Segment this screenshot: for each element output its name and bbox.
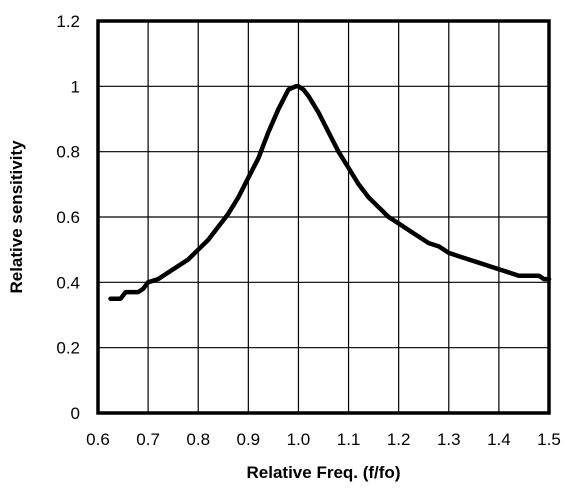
x-tick-label: 0.6 bbox=[86, 430, 110, 449]
y-tick-label: 1 bbox=[71, 77, 80, 96]
x-tick-label: 1.4 bbox=[487, 430, 511, 449]
x-tick-label: 0.9 bbox=[237, 430, 261, 449]
y-tick-label: 0.2 bbox=[56, 339, 80, 358]
sensitivity-curve bbox=[108, 84, 552, 301]
y-tick-label: 0.8 bbox=[56, 143, 80, 162]
y-tick-label: 0.4 bbox=[56, 273, 80, 292]
x-tick-label: 0.7 bbox=[136, 430, 160, 449]
x-tick-label: 1.2 bbox=[387, 430, 411, 449]
x-tick-label: 1.1 bbox=[337, 430, 361, 449]
y-tick-label: 1.2 bbox=[56, 12, 80, 31]
x-tick-labels: 0.6 0.7 0.8 0.9 1.0 1.1 1.2 1.3 1.4 1.5 bbox=[86, 430, 561, 449]
y-tick-label: 0 bbox=[71, 404, 80, 423]
y-axis-title: Relative sensitivity bbox=[7, 140, 26, 294]
y-tick-label: 0.6 bbox=[56, 208, 80, 227]
x-tick-label: 1.0 bbox=[287, 430, 311, 449]
x-tick-label: 0.8 bbox=[186, 430, 210, 449]
x-tick-label: 1.3 bbox=[437, 430, 461, 449]
x-axis-title: Relative Freq. (f/fo) bbox=[247, 463, 401, 482]
plot-frame bbox=[96, 19, 551, 415]
x-tick-label: 1.5 bbox=[537, 430, 561, 449]
y-tick-labels: 0 0.2 0.4 0.6 0.8 1 1.2 bbox=[56, 12, 80, 423]
